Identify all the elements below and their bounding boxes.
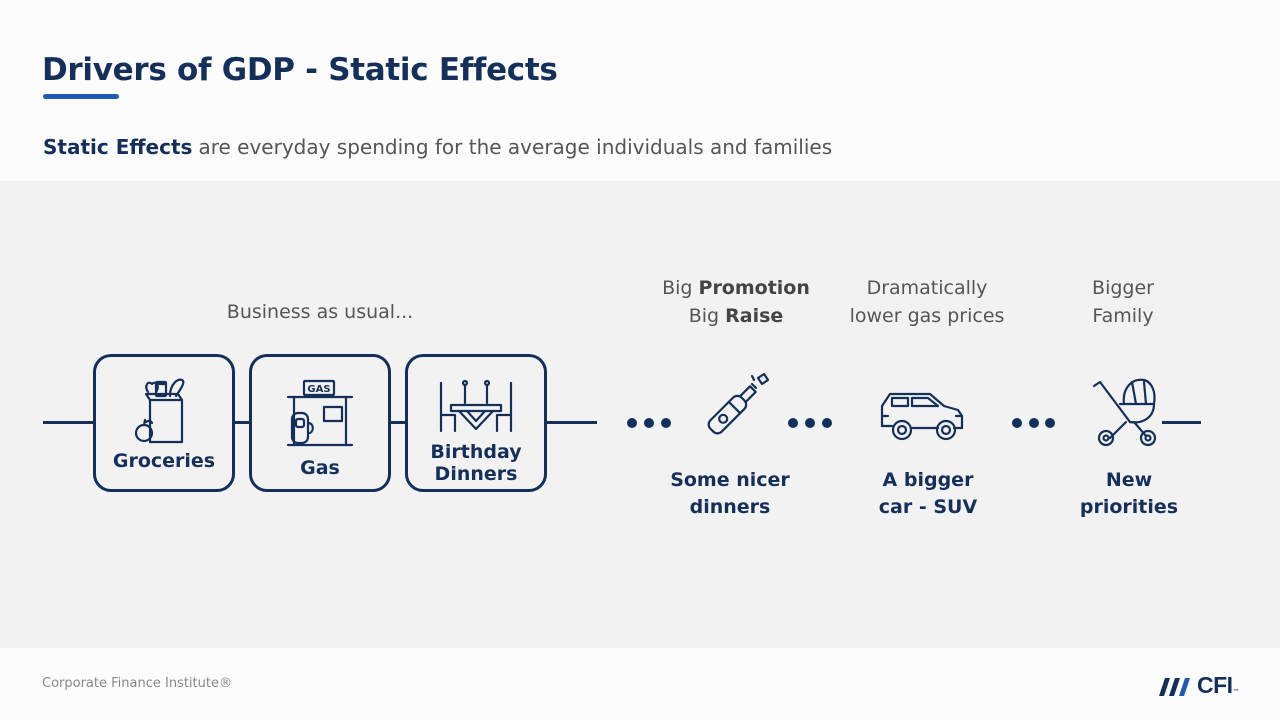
subtitle-rest: are everyday spending for the average in… (198, 135, 833, 159)
ellipsis-dot (1012, 418, 1022, 428)
ellipsis-dot (644, 418, 654, 428)
promotion-caption-pre: Big (662, 277, 693, 299)
ellipsis-dot (822, 418, 832, 428)
new-priorities-label: New priorities (1049, 467, 1209, 521)
ellipsis-dot (661, 418, 671, 428)
bigger-family-caption-line1: Bigger (1092, 277, 1154, 299)
bigger-car-label: A bigger car - SUV (848, 467, 1008, 521)
connector-line-left (43, 421, 95, 424)
birthday-dinners-label-line2: Dinners (434, 463, 518, 485)
gas-station-icon: GAS (286, 379, 354, 447)
bigger-family-caption-line2: Family (1092, 305, 1154, 327)
bigger-family-caption: Bigger Family (1043, 274, 1203, 330)
raise-caption-pre: Big (688, 305, 720, 327)
gas-prices-caption-line2: lower gas prices (849, 305, 1005, 327)
cfi-logo-text: CFI (1197, 672, 1233, 698)
gas-sign-text: GAS (307, 384, 330, 395)
birthday-dinners-label-line1: Birthday (430, 441, 522, 463)
gas-prices-caption-line1: Dramatically (866, 277, 988, 299)
new-priorities-line2: priorities (1079, 496, 1179, 518)
nicer-dinners-label: Some nicer dinners (650, 467, 810, 521)
ellipsis-dot (1045, 418, 1055, 428)
nicer-dinners-line1: Some nicer (670, 469, 790, 491)
birthday-dinners-box: Birthday Dinners (405, 354, 547, 492)
cfi-logo: CFI ™ (1157, 672, 1240, 699)
groceries-label: Groceries (112, 450, 216, 472)
dinner-table-icon (439, 379, 513, 433)
bigger-car-line1: A bigger (882, 469, 974, 491)
title-underline (43, 94, 119, 99)
business-as-usual-caption: Business as usual... (226, 301, 414, 323)
connector-line-1 (234, 421, 251, 424)
connector-line-right (1162, 421, 1201, 424)
gas-label: Gas (300, 457, 340, 479)
grocery-bag-icon (134, 378, 185, 444)
new-priorities-line1: New (1105, 469, 1153, 491)
birthday-dinners-label: Birthday Dinners (408, 441, 544, 485)
subtitle-bold: Static Effects (43, 135, 193, 159)
promotion-caption-bold: Promotion (698, 277, 810, 299)
promotion-caption: Big Promotion Big Raise (636, 274, 836, 330)
gas-box: GAS Gas (249, 354, 391, 492)
suv-car-icon (880, 392, 964, 441)
ellipsis-dot (805, 418, 815, 428)
bigger-car-line2: car - SUV (878, 496, 978, 518)
cfi-logo-mark-icon (1159, 677, 1190, 696)
connector-line-2 (389, 421, 407, 424)
cfi-logo-tm: ™ (1232, 688, 1240, 696)
subtitle: Static Effects are everyday spending for … (43, 135, 832, 159)
groceries-box: Groceries (93, 354, 235, 492)
connector-line-3 (545, 421, 597, 424)
nicer-dinners-line2: dinners (689, 496, 771, 518)
champagne-bottle-icon (707, 372, 770, 435)
ellipsis-dot (627, 418, 637, 428)
gas-prices-caption: Dramatically lower gas prices (827, 274, 1027, 330)
ellipsis-dot (788, 418, 798, 428)
baby-stroller-icon (1092, 378, 1157, 447)
raise-caption-bold: Raise (725, 305, 784, 327)
footer-text: Corporate Finance Institute® (42, 676, 232, 691)
page-title: Drivers of GDP - Static Effects (42, 52, 558, 88)
ellipsis-dot (1029, 418, 1039, 428)
